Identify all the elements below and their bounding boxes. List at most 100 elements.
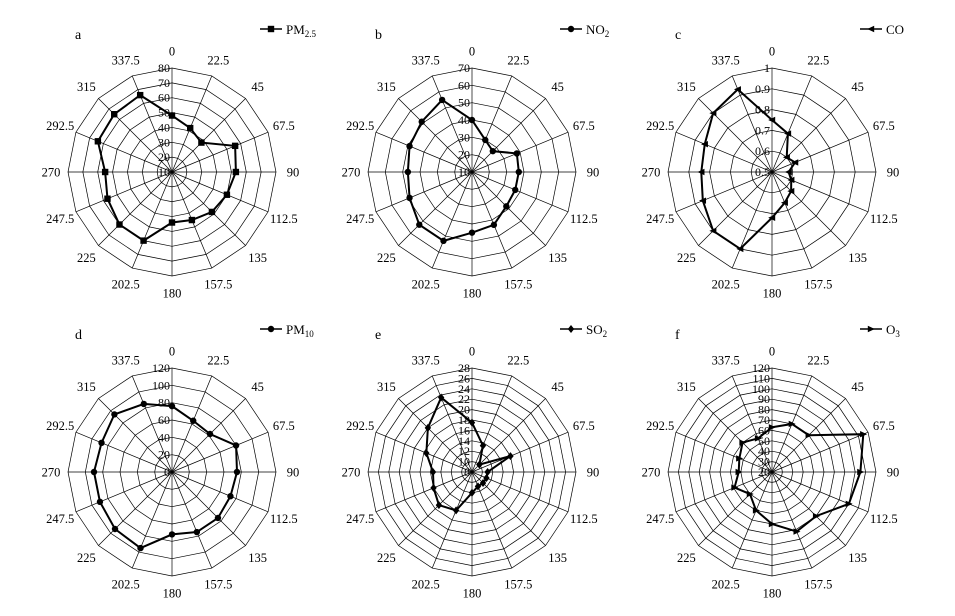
- data-point: [430, 483, 437, 492]
- direction-label: 157.5: [204, 577, 232, 591]
- grid-spoke: [731, 375, 773, 473]
- data-point: [784, 130, 792, 137]
- direction-label: 202.5: [412, 577, 440, 591]
- grid-spoke: [471, 171, 546, 246]
- radial-tick-label: 60: [458, 78, 470, 92]
- direction-label: 247.5: [46, 512, 74, 526]
- direction-label: 225: [77, 551, 96, 565]
- data-point: [438, 96, 446, 104]
- grid-spoke: [771, 471, 813, 569]
- data-point: [429, 468, 437, 476]
- data-point: [768, 520, 776, 528]
- grid-spoke: [98, 171, 173, 246]
- radial-tick-label: 1: [764, 61, 770, 75]
- direction-label: 90: [587, 166, 600, 180]
- grid-spoke: [398, 398, 473, 473]
- direction-label: 45: [851, 380, 864, 394]
- legend-label: CO: [886, 22, 904, 37]
- radial-tick-label: 80: [158, 61, 170, 75]
- data-point: [423, 449, 430, 458]
- direction-label: 270: [42, 466, 61, 480]
- direction-label: 337.5: [412, 354, 440, 368]
- direction-label: 202.5: [712, 577, 740, 591]
- data-point: [709, 227, 717, 235]
- grid-spoke: [398, 171, 473, 246]
- grid-spoke: [131, 375, 173, 473]
- data-point: [739, 439, 747, 446]
- direction-label: 180: [763, 587, 782, 601]
- data-point: [791, 159, 799, 166]
- direction-label: 67.5: [573, 419, 595, 433]
- grid-spoke: [75, 431, 173, 473]
- legend-marker: [867, 25, 875, 33]
- direction-label: 135: [848, 251, 867, 265]
- direction-label: 90: [287, 166, 300, 180]
- grid-spoke: [171, 471, 269, 513]
- direction-label: 180: [763, 287, 782, 301]
- grid-spoke: [771, 131, 869, 173]
- direction-label: 112.5: [570, 212, 598, 226]
- grid-spoke: [471, 171, 513, 269]
- direction-label: 45: [851, 80, 864, 94]
- direction-label: 67.5: [273, 119, 295, 133]
- grid-spoke: [698, 398, 773, 473]
- data-point: [699, 197, 707, 204]
- data-point: [736, 245, 744, 253]
- grid-spoke: [98, 471, 173, 546]
- grid-spoke: [771, 471, 846, 546]
- data-point: [137, 544, 144, 552]
- radial-tick-label: 14: [458, 434, 470, 448]
- grid-spoke: [675, 471, 773, 513]
- grid-spoke: [471, 375, 513, 473]
- direction-label: 67.5: [573, 119, 595, 133]
- data-point: [418, 118, 425, 125]
- grid-spoke: [171, 98, 246, 173]
- grid-spoke: [75, 471, 173, 513]
- grid-spoke: [771, 171, 813, 269]
- data-point: [468, 229, 476, 236]
- direction-label: 112.5: [570, 512, 598, 526]
- data-point: [731, 484, 739, 491]
- radial-tick-label: 20: [158, 448, 170, 462]
- direction-label: 90: [887, 166, 900, 180]
- direction-label: 292.5: [646, 419, 674, 433]
- data-point: [214, 514, 222, 522]
- data-point: [733, 86, 741, 93]
- direction-label: 225: [377, 551, 396, 565]
- radial-tick-label: 80: [158, 396, 170, 410]
- data-point: [812, 512, 820, 520]
- radar-panel-e: 810121416182022242628022.54567.590112.51…: [342, 322, 608, 601]
- data-point: [168, 219, 176, 226]
- grid-spoke: [471, 131, 569, 173]
- direction-label: 270: [42, 166, 61, 180]
- direction-label: 225: [677, 251, 696, 265]
- data-point: [168, 402, 176, 410]
- data-point: [111, 525, 119, 533]
- panel-letter: f: [675, 328, 680, 343]
- data-point: [111, 411, 118, 418]
- radar-panel-f: 2030405060708090100110120022.54567.59011…: [642, 322, 901, 601]
- radial-tick-label: 22: [458, 392, 470, 406]
- data-point: [168, 531, 176, 538]
- direction-label: 337.5: [112, 54, 140, 68]
- radial-tick-label: 90: [758, 392, 770, 406]
- data-point: [746, 490, 754, 498]
- data-point: [416, 221, 423, 228]
- radial-tick-label: 18: [458, 413, 470, 427]
- grid-spoke: [431, 75, 473, 173]
- data-point: [90, 468, 98, 476]
- data-point: [754, 435, 762, 442]
- grid-spoke: [171, 471, 213, 569]
- grid-spoke: [171, 131, 269, 173]
- radial-tick-label: 30: [758, 455, 770, 469]
- direction-label: 337.5: [712, 354, 740, 368]
- grid-spoke: [471, 75, 513, 173]
- data-point: [768, 424, 776, 431]
- data-point: [208, 208, 216, 216]
- direction-label: 112.5: [870, 212, 898, 226]
- grid-spoke: [131, 75, 173, 173]
- data-point: [787, 176, 795, 184]
- data-point: [476, 460, 483, 469]
- data-point: [233, 468, 241, 476]
